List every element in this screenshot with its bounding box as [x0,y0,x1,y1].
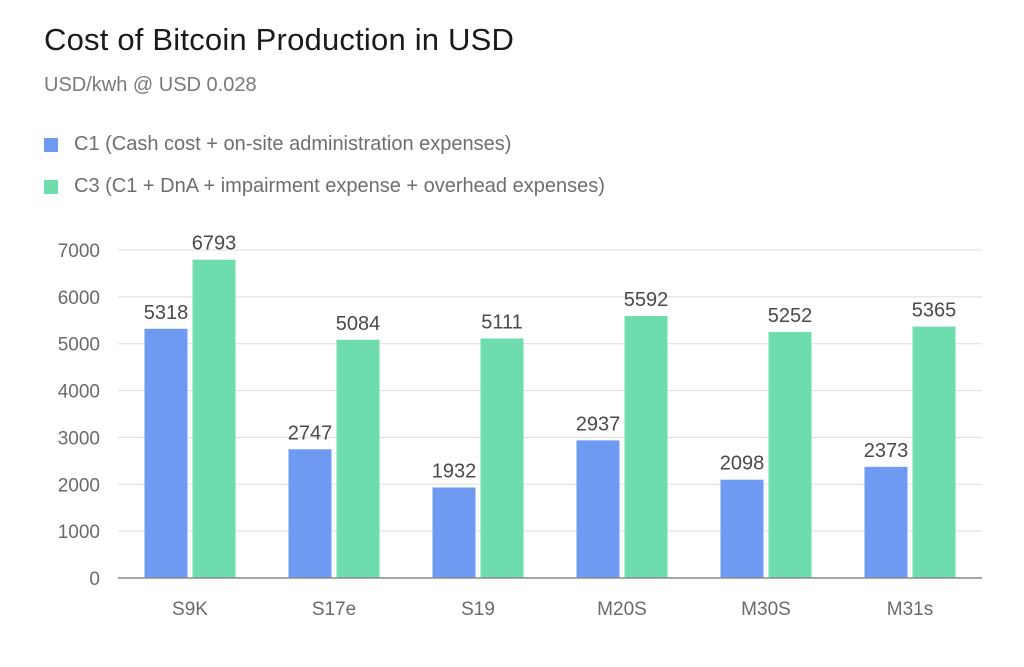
bar-c1-s9k [144,328,188,578]
data-label: 2373 [864,440,909,462]
legend-swatch-c3 [44,179,58,194]
chart-title: Cost of Bitcoin Production in USD [44,22,515,57]
bar-c1-s19 [432,487,476,578]
y-tick-label: 5000 [58,335,100,356]
data-label: 2747 [288,422,333,444]
data-label: 1932 [432,460,477,482]
y-tick-label: 4000 [58,382,100,403]
data-label: 5318 [144,302,189,324]
bar-c3-m30s [768,331,812,578]
data-label: 2098 [720,453,765,475]
x-tick-label: S19 [461,599,495,620]
y-tick-label: 0 [89,569,100,590]
grid-lines [118,249,982,532]
legend-label-c3: C3 (C1 + DnA + impairment expense + over… [74,175,605,197]
x-tick-label: S9K [172,599,208,620]
bar-c1-s17e [288,449,332,578]
bar-c3-m20s [624,315,668,578]
bar-c1-m31s [864,466,908,578]
x-tick-label: M31s [887,599,933,620]
chart-subtitle: USD/kwh @ USD 0.028 [44,74,257,96]
bar-c3-s17e [336,339,380,578]
y-tick-label: 7000 [58,241,100,262]
legend-label-c1: C1 (Cash cost + on-site administration e… [74,133,512,155]
x-tick-label: M30S [741,599,791,620]
bar-c1-m30s [720,479,764,578]
legend-item-c1: C1 (Cash cost + on-site administration e… [44,133,511,156]
bar-c3-m31s [912,326,956,578]
data-label: 5252 [768,305,813,327]
bar-c1-m20s [576,440,620,578]
y-tick-label: 1000 [58,522,100,543]
bar-c3-s19 [480,338,524,578]
y-tick-label: 2000 [58,475,100,496]
data-label: 6793 [192,233,237,255]
bar-c3-s9k [192,259,236,578]
legend-swatch-c1 [44,137,58,152]
bars [144,259,956,578]
x-tick-label: M20S [597,599,647,620]
axes: 0 1000 2000 3000 4000 5000 6000 7000 S9K S17e S19 M… [58,241,982,620]
data-label: 5365 [912,300,957,322]
x-tick-label: S17e [312,599,356,620]
y-tick-label: 6000 [58,288,100,309]
data-labels: 5318 6793 2747 5084 1932 5111 2937 5592 2098 5252… [144,233,957,483]
legend-item-c3: C3 (C1 + DnA + impairment expense + over… [44,175,605,198]
data-label: 5592 [624,289,669,311]
data-label: 2937 [576,413,621,435]
data-label: 5084 [336,313,381,335]
data-label: 5111 [481,312,523,334]
y-tick-label: 3000 [58,428,100,449]
